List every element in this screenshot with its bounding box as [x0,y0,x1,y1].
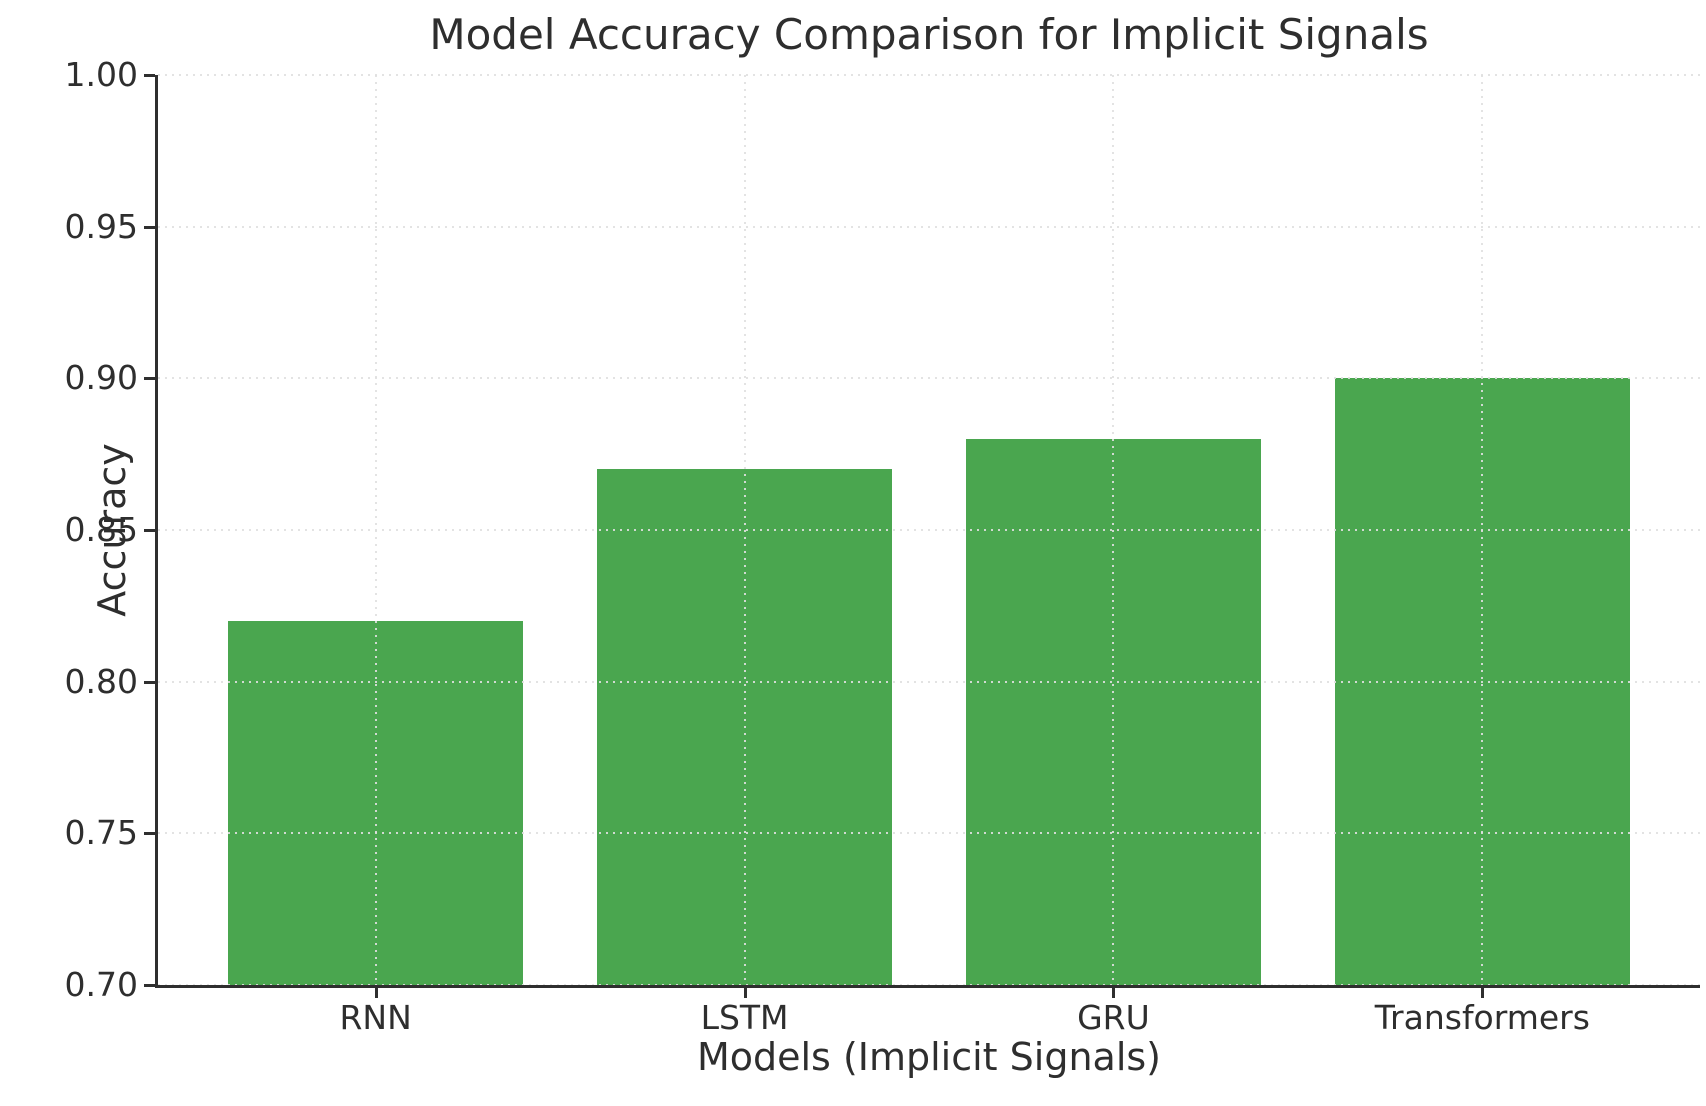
x-tick-mark [743,988,747,998]
h-gridline [158,377,1700,380]
y-tick-label: 0.75 [64,813,138,853]
h-gridline [158,680,1700,683]
y-tick-label: 0.90 [64,358,138,398]
y-axis-spine [155,75,158,988]
h-gridline [158,225,1700,228]
x-tick-label-transformers: Transformers [1374,998,1590,1037]
x-tick-label-gru: GRU [1077,998,1150,1037]
y-tick-label: 1.00 [64,55,138,94]
v-gridline [743,75,746,985]
y-tick-label: 0.80 [64,661,138,701]
x-tick-mark [1481,988,1485,998]
y-tick-mark [144,529,155,532]
x-axis-label: Models (Implicit Signals) [696,1035,1162,1079]
chart-title: Model Accuracy Comparison for Implicit S… [429,10,1429,59]
y-tick-mark [144,984,155,987]
y-tick-mark [144,680,155,684]
y-tick-mark [144,74,155,77]
h-gridline [158,74,1700,76]
h-gridline [158,529,1700,531]
x-tick-mark [1112,988,1116,998]
x-tick-label-rnn: RNN [339,998,412,1037]
y-tick-mark [144,377,155,381]
y-tick-mark [144,225,155,229]
y-tick-label: 0.85 [64,510,138,549]
x-tick-mark [374,988,378,998]
y-tick-label: 0.70 [64,965,138,1004]
x-axis-spine [155,985,1700,988]
y-tick-label: 0.95 [64,206,138,246]
x-tick-label-lstm: LSTM [700,998,789,1037]
v-gridline [1112,75,1115,985]
v-gridline [1481,75,1484,985]
h-gridline [158,832,1700,835]
plot-area [158,74,1700,986]
y-tick-mark [144,832,155,836]
v-gridline [374,75,377,985]
